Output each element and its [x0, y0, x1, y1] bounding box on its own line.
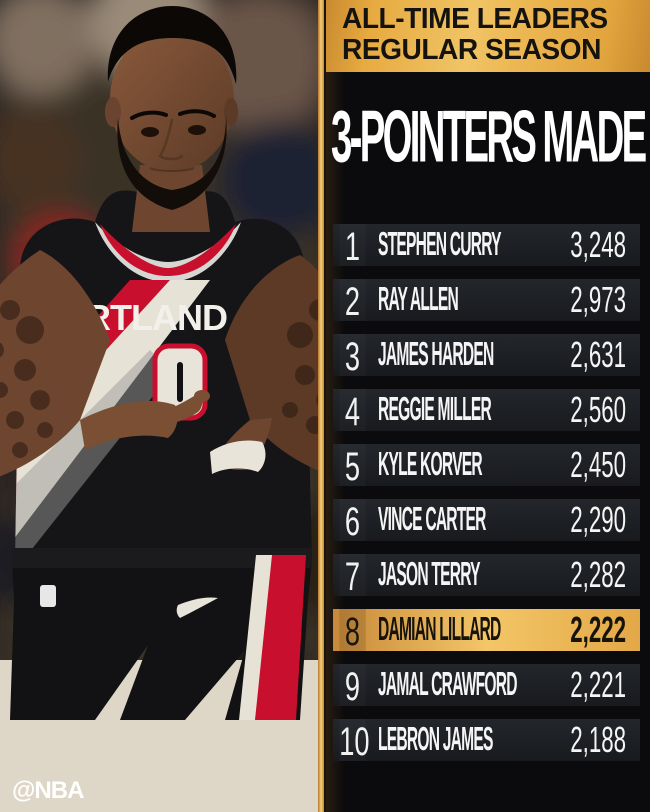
svg-text:@NBA: @NBA — [12, 777, 84, 804]
